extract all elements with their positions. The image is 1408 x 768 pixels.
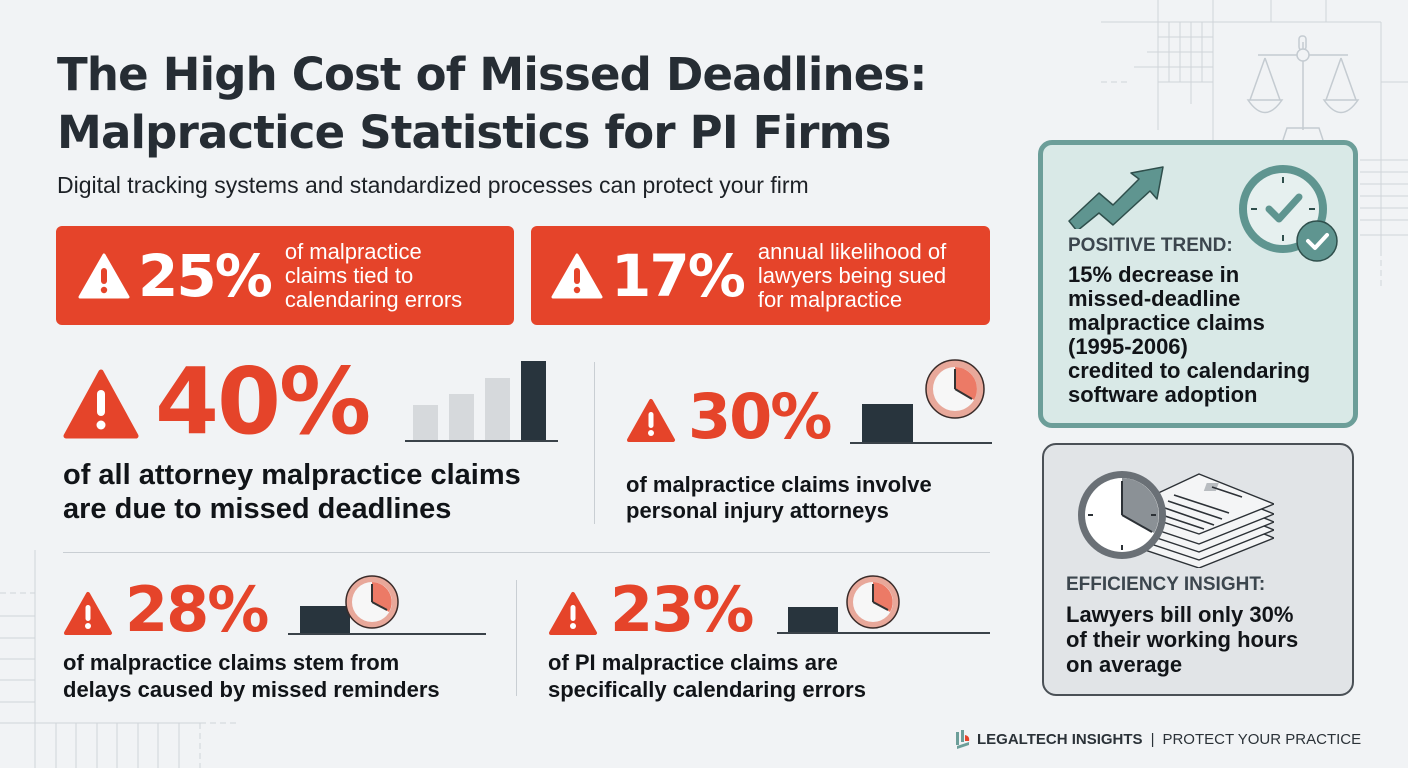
clock-timer-icon <box>850 359 992 444</box>
stat-missed-reminders: 28% of malpractice claims stem from dela… <box>63 579 440 703</box>
stat-percent: 40% <box>155 348 371 455</box>
warning-icon <box>549 592 597 635</box>
clock-check-icon <box>1239 165 1338 262</box>
warning-icon <box>551 253 603 298</box>
footer: LEGALTECH INSIGHTS | PROTECT YOUR PRACTI… <box>955 729 1361 749</box>
efficiency-insight-card: EFFICIENCY INSIGHT: Lawyers bill only 30… <box>1042 443 1354 696</box>
warning-icon <box>63 369 139 439</box>
scales-of-justice-icon <box>1246 35 1360 141</box>
footer-separator: | <box>1150 730 1155 748</box>
bar-chart-icon <box>405 361 558 442</box>
stat-percent: 25% <box>138 241 273 310</box>
warning-icon <box>64 592 112 635</box>
stat-percent: 28% <box>125 573 269 646</box>
trending-up-arrow-icon <box>1068 166 1164 229</box>
clock-timer-icon <box>777 575 990 634</box>
highlight-card-lawsuit-likelihood: 17% annual likelihood of lawyers being s… <box>531 226 990 325</box>
title-line-2: Malpractice Statistics for PI Firms <box>57 106 891 159</box>
card-label: POSITIVE TREND: <box>1068 235 1233 256</box>
title-line-1: The High Cost of Missed Deadlines: <box>57 48 927 101</box>
card-text: 15% decrease in missed-deadline malpract… <box>1068 262 1311 407</box>
stat-percent: 17% <box>611 241 746 310</box>
stat-pi-attorneys: 30% of malpractice claims involve person… <box>626 380 932 524</box>
stat-description: of all attorney malpractice claims are d… <box>63 459 521 525</box>
positive-trend-card: POSITIVE TREND: 15% decrease in missed-d… <box>1038 140 1358 428</box>
stat-percent: 30% <box>688 380 832 453</box>
divider <box>594 362 595 524</box>
clock-documents-icon <box>1078 471 1274 568</box>
card-label: EFFICIENCY INSIGHT: <box>1066 574 1266 595</box>
divider <box>63 552 990 553</box>
stat-description: of malpractice claims involve personal i… <box>626 472 932 523</box>
card-text: Lawyers bill only 30% of their working h… <box>1066 602 1299 677</box>
clock-timer-icon <box>288 575 486 635</box>
page-subtitle: Digital tracking systems and standardize… <box>57 172 809 198</box>
stat-description: annual likelihood of lawyers being sued … <box>757 238 947 312</box>
highlight-card-calendaring: 25% of malpractice claims tied to calend… <box>56 226 514 325</box>
warning-icon <box>78 253 130 298</box>
stat-percent: 23% <box>610 573 754 646</box>
footer-tagline: PROTECT YOUR PRACTICE <box>1162 730 1362 748</box>
legaltech-logo-icon <box>956 730 970 749</box>
stat-missed-deadlines: 40% of all attorney malpractice claims a… <box>63 356 521 526</box>
footer-brand: LEGALTECH INSIGHTS <box>977 730 1143 748</box>
page-title: The High Cost of Missed Deadlines: Malpr… <box>57 46 927 162</box>
stat-description: of malpractice claims tied to calendarin… <box>284 238 463 312</box>
warning-icon <box>627 399 675 442</box>
stat-description: of PI malpractice claims are specificall… <box>548 650 866 702</box>
divider <box>516 580 517 696</box>
stat-calendaring-errors: 23% of PI malpractice claims are specifi… <box>548 579 866 703</box>
stat-description: of malpractice claims stem from delays c… <box>63 650 440 702</box>
